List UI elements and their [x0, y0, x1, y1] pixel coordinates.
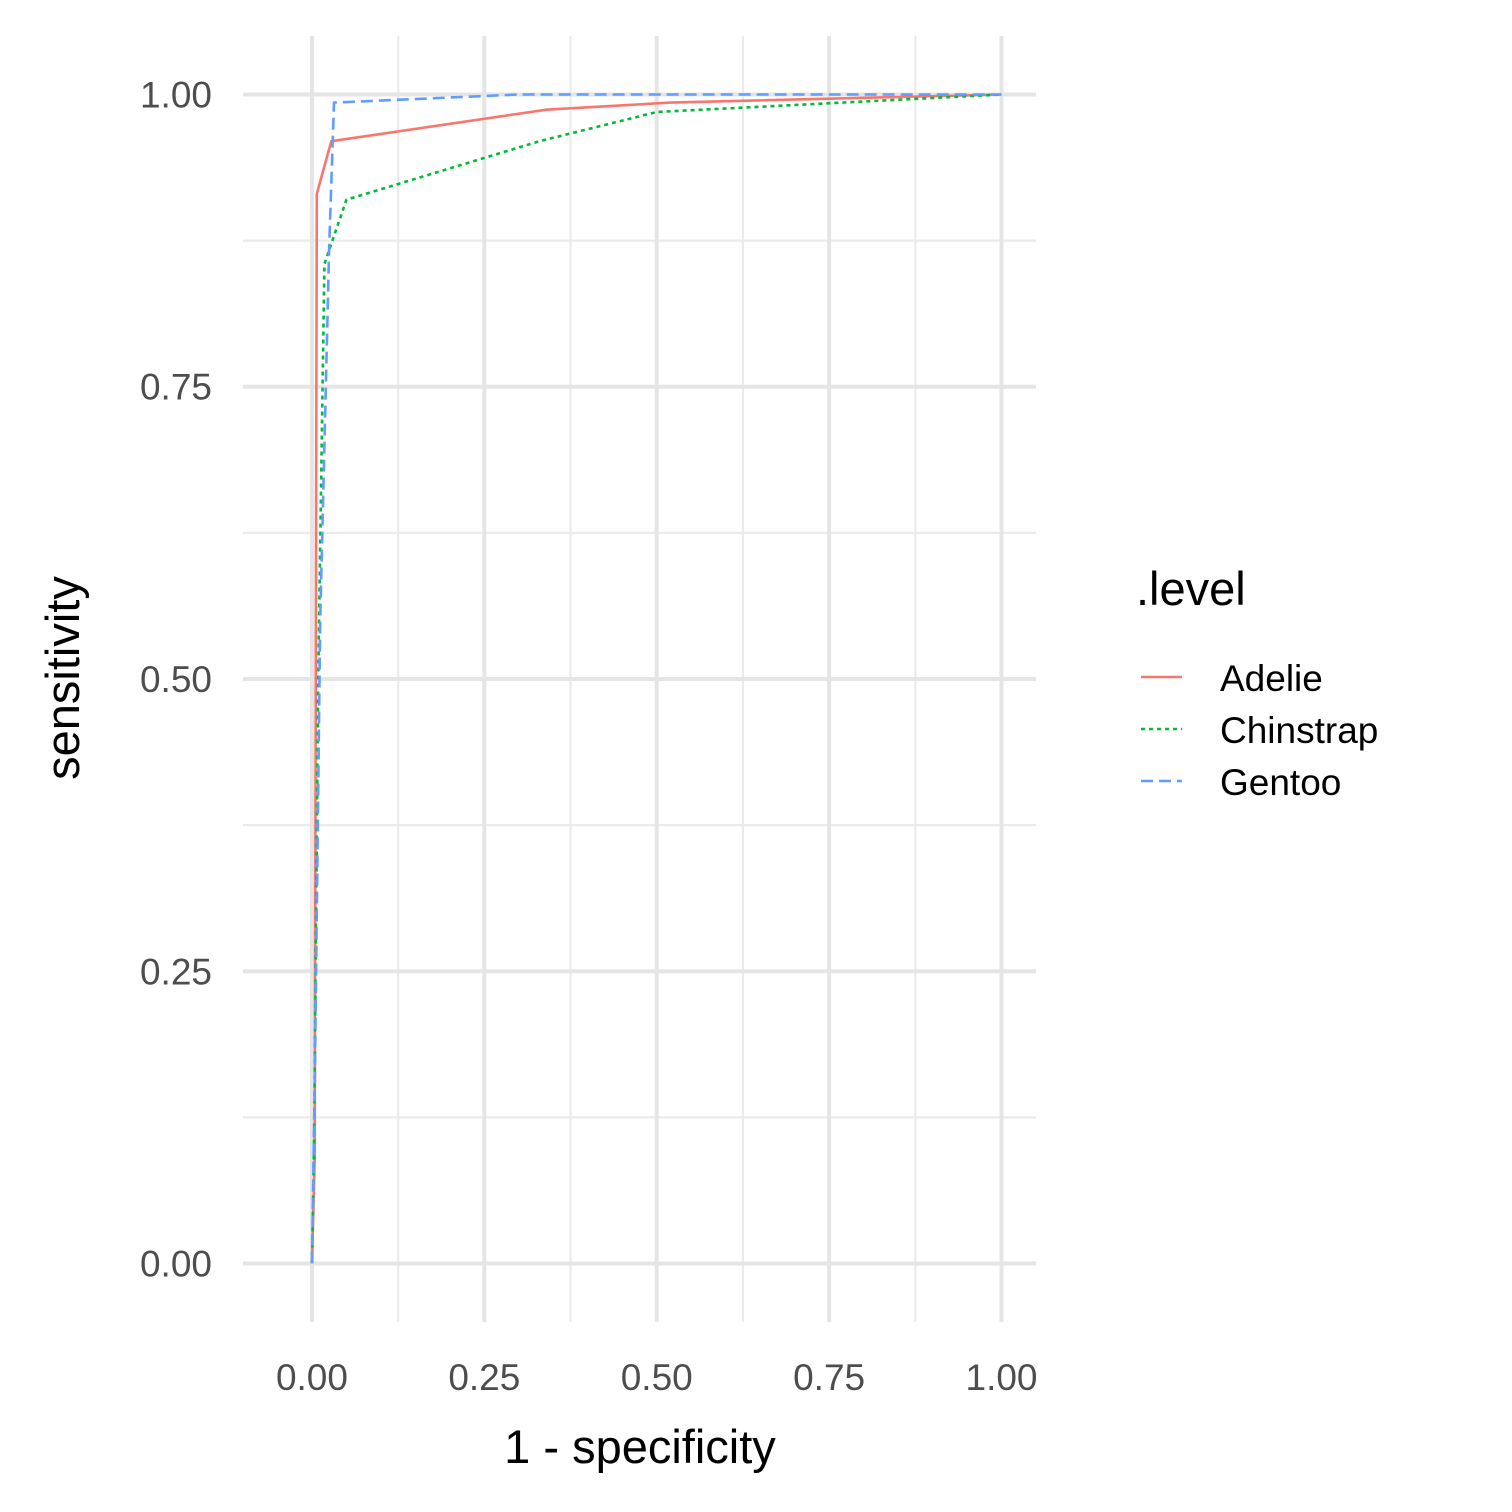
legend: .level Adelie Chinstrap Gentoo: [1136, 562, 1378, 803]
y-tick-label: 0.25: [140, 951, 212, 992]
y-tick-label: 0.75: [140, 367, 212, 408]
x-axis-title: 1 - specificity: [504, 1420, 776, 1473]
x-tick-label: 1.00: [966, 1357, 1038, 1398]
y-tick-label: 1.00: [140, 74, 212, 115]
legend-items: Adelie Chinstrap Gentoo: [1141, 658, 1378, 803]
legend-label: Adelie: [1220, 658, 1323, 699]
series-lines: [310, 93, 1002, 1264]
y-tick-label: 0.50: [140, 659, 212, 700]
x-tick-label: 0.25: [448, 1357, 520, 1398]
legend-title: .level: [1136, 562, 1246, 615]
legend-item-gentoo: Gentoo: [1141, 762, 1341, 803]
axes: 0.00 0.25 0.50 0.75 1.00 0.00 0.25 0.50 0.75 1.00: [140, 74, 1038, 1398]
x-tick-label: 0.00: [276, 1357, 348, 1398]
x-tick-label: 0.75: [793, 1357, 865, 1398]
legend-item-adelie: Adelie: [1141, 658, 1323, 699]
series-line-chinstrap: [310, 93, 1002, 1264]
x-tick-label: 0.50: [621, 1357, 693, 1398]
legend-item-chinstrap: Chinstrap: [1141, 710, 1378, 751]
series-line-gentoo: [310, 93, 1002, 1264]
legend-label: Gentoo: [1220, 762, 1341, 803]
y-tick-label: 0.00: [140, 1244, 212, 1285]
grid: [243, 36, 1036, 1322]
y-axis-title: sensitivity: [36, 576, 89, 780]
legend-label: Chinstrap: [1220, 710, 1378, 751]
